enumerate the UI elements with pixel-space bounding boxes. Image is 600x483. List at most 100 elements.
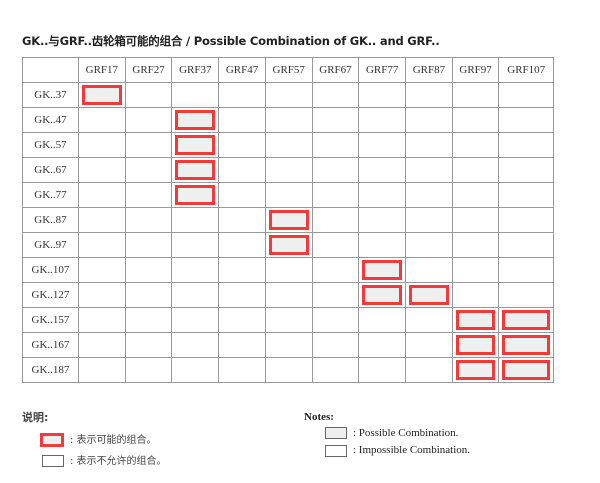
impossible-cell xyxy=(498,257,554,283)
impossible-cell xyxy=(451,157,500,183)
impossible-cell xyxy=(264,182,313,208)
possible-cell xyxy=(171,107,220,133)
impossible-cell xyxy=(358,182,407,208)
table-row: GK..57 xyxy=(22,132,554,158)
impossible-cell xyxy=(311,182,360,208)
table-row: GK..157 xyxy=(22,307,554,333)
impossible-cell xyxy=(311,82,360,108)
impossible-cell xyxy=(405,332,453,358)
impossible-cell xyxy=(311,332,360,358)
impossible-cell xyxy=(358,332,407,358)
corner-cell xyxy=(22,57,79,83)
impossible-cell xyxy=(171,232,220,258)
impossible-cell xyxy=(405,182,453,208)
impossible-cell xyxy=(451,257,500,283)
impossible-cell xyxy=(405,157,453,183)
impossible-cell xyxy=(78,282,126,308)
impossible-cell xyxy=(311,257,360,283)
impossible-cell xyxy=(405,307,453,333)
impossible-cell xyxy=(358,207,407,233)
impossible-cell xyxy=(218,332,266,358)
impossible-cell xyxy=(124,182,173,208)
impossible-cell xyxy=(171,282,220,308)
impossible-cell xyxy=(498,82,554,108)
impossible-cell xyxy=(405,107,453,133)
impossible-cell xyxy=(498,182,554,208)
impossible-cell xyxy=(171,357,220,383)
column-header: GRF77 xyxy=(358,57,407,83)
possible-swatch xyxy=(40,433,64,447)
impossible-cell xyxy=(311,282,360,308)
impossible-cell xyxy=(124,307,173,333)
table-row: GK..97 xyxy=(22,232,554,258)
impossible-cell xyxy=(124,132,173,158)
impossible-cell xyxy=(498,232,554,258)
possible-cell xyxy=(264,232,313,258)
legend-en-possible: : Possible Combination. xyxy=(353,427,459,439)
combination-table: GRF17 GRF27 GRF37 GRF47 GRF57 GRF67 GRF77 GRF87… xyxy=(22,57,554,383)
impossible-swatch xyxy=(325,444,347,457)
impossible-cell xyxy=(264,332,313,358)
page-title: GK..与GRF..齿轮箱可能的组合 / Possible Combinatio… xyxy=(22,34,440,48)
impossible-cell xyxy=(358,132,407,158)
impossible-cell xyxy=(358,307,407,333)
column-header: GRF47 xyxy=(218,57,266,83)
impossible-cell xyxy=(171,257,220,283)
table-row: GK..127 xyxy=(22,282,554,308)
impossible-cell xyxy=(218,107,266,133)
row-label: GK..157 xyxy=(22,307,79,333)
impossible-cell xyxy=(264,357,313,383)
impossible-cell xyxy=(498,107,554,133)
impossible-cell xyxy=(311,157,360,183)
impossible-cell xyxy=(264,107,313,133)
impossible-cell xyxy=(264,282,313,308)
possible-cell xyxy=(498,307,554,333)
legend-en-impossible: : Impossible Combination. xyxy=(353,444,471,457)
impossible-cell xyxy=(78,157,126,183)
table-row: GK..167 xyxy=(22,332,554,358)
possible-cell xyxy=(171,182,220,208)
legend-cn-heading: 说明: xyxy=(22,411,49,424)
column-header: GRF37 xyxy=(171,57,220,83)
impossible-cell xyxy=(405,82,453,108)
possible-cell xyxy=(451,332,500,358)
impossible-cell xyxy=(124,82,173,108)
impossible-cell xyxy=(498,157,554,183)
impossible-cell xyxy=(451,232,500,258)
impossible-cell xyxy=(171,82,220,108)
impossible-cell xyxy=(218,232,266,258)
row-label: GK..47 xyxy=(22,107,79,133)
impossible-cell xyxy=(498,207,554,233)
row-label: GK..77 xyxy=(22,182,79,208)
impossible-cell xyxy=(78,332,126,358)
column-header: GRF17 xyxy=(78,57,126,83)
impossible-cell xyxy=(218,207,266,233)
impossible-cell xyxy=(311,357,360,383)
impossible-cell xyxy=(311,307,360,333)
row-label: GK..87 xyxy=(22,207,79,233)
impossible-cell xyxy=(264,257,313,283)
impossible-cell xyxy=(218,182,266,208)
possible-cell xyxy=(78,82,126,108)
column-header: GRF57 xyxy=(264,57,313,83)
row-label: GK..67 xyxy=(22,157,79,183)
impossible-cell xyxy=(264,307,313,333)
impossible-cell xyxy=(218,82,266,108)
impossible-cell xyxy=(124,107,173,133)
table-row: GK..67 xyxy=(22,157,554,183)
legend-en-heading: Notes: xyxy=(304,411,334,423)
row-label: GK..37 xyxy=(22,82,79,108)
legend-cn: 说明: : 表示可能的组合。 : 表示不允许的组合。 xyxy=(22,409,167,467)
impossible-cell xyxy=(124,207,173,233)
impossible-cell xyxy=(358,357,407,383)
impossible-cell xyxy=(405,257,453,283)
table-row: GK..77 xyxy=(22,182,554,208)
possible-swatch xyxy=(325,427,347,440)
impossible-cell xyxy=(171,332,220,358)
column-header: GRF27 xyxy=(124,57,173,83)
impossible-cell xyxy=(451,107,500,133)
impossible-cell xyxy=(78,132,126,158)
impossible-cell xyxy=(405,232,453,258)
impossible-cell xyxy=(405,357,453,383)
impossible-cell xyxy=(451,82,500,108)
